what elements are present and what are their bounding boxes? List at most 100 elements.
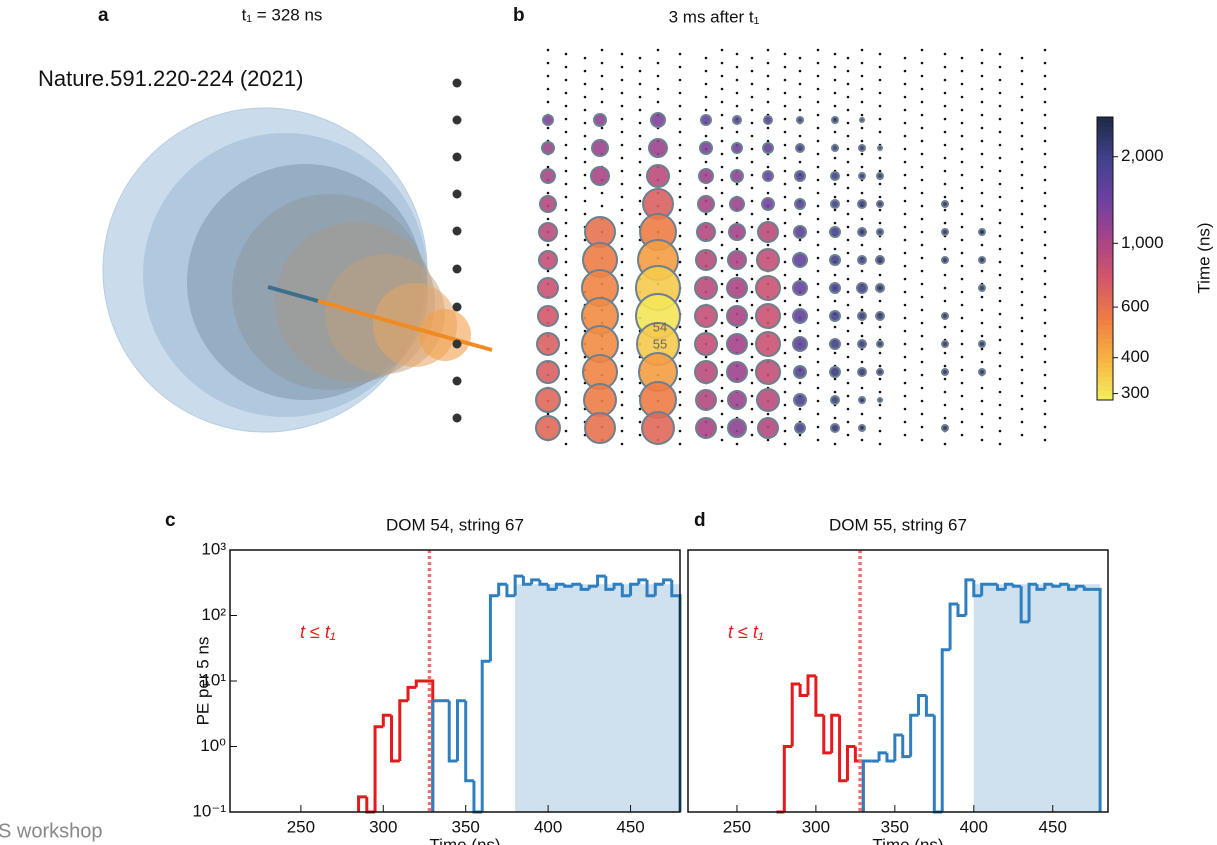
track [267,285,319,303]
colorbar-segment [1097,310,1113,316]
dom-dot [766,74,770,78]
dom-dot [903,368,907,372]
dom-dot [583,212,587,216]
dom-dot [546,74,550,78]
dom-dot [943,247,947,251]
dom-dot [704,160,708,164]
dom-dot [833,91,837,95]
dom-dot [620,143,624,147]
dom-dot [878,247,882,251]
dom-dot [903,329,907,333]
dom-dot [678,78,682,82]
dom-dot [735,182,739,186]
bubble [856,282,868,294]
histogram-step [406,685,417,701]
bubble [792,280,808,296]
dom-dot [720,100,724,104]
dom-dot [878,377,882,381]
dom-dot [960,316,964,320]
dom-dot [1043,282,1047,286]
dom-dot [656,100,660,104]
dom-dot [620,247,624,251]
dom-dot [798,212,802,216]
dom-dot [678,351,682,355]
dom-dot [903,186,907,190]
dom-dot [720,308,724,312]
bubble [757,417,779,439]
dom-dot [750,147,754,151]
dom-dot [783,338,787,342]
colorbar-segment [1097,305,1113,311]
dom-dot [750,381,754,385]
bubble [831,116,839,124]
colorbar-segment [1097,216,1113,222]
panel-title: 3 ms after t₁ [669,7,760,26]
dom-dot [564,169,568,173]
dom-dot [920,360,924,364]
bubble [830,423,840,433]
dom-dot [833,377,837,381]
x-tick-label: 300 [369,817,397,836]
histogram-step [1003,582,1014,590]
colorbar-tick-label: 2,000 [1121,146,1164,165]
bubble [591,139,609,157]
bubble [858,172,866,180]
dom-dot [816,347,820,351]
histogram-step [1011,584,1022,588]
dom-dot [766,61,770,65]
bubble [793,365,807,379]
dom-dot [980,87,984,91]
bubble [542,114,554,126]
bubble [857,339,867,349]
histogram-step [513,574,524,596]
colorbar-segment [1097,239,1113,245]
dom-dot [943,130,947,134]
dom-dot [704,355,708,359]
dom-dot [860,61,864,65]
dom-dot [564,117,568,121]
bubble [590,166,610,186]
dom-dot [878,104,882,108]
dom-dot [1020,173,1024,177]
dom-dot [720,412,724,416]
colorbar-segment [1097,272,1113,278]
dom-dot [860,152,864,156]
histogram-step [995,584,1006,591]
dom-dot [798,381,802,385]
dom-dot [783,52,787,56]
dom-dot [564,52,568,56]
dom-dot [678,221,682,225]
dom-dot [1043,373,1047,377]
dom-dot [878,182,882,186]
colorbar-tick-label: 300 [1121,383,1149,402]
dom-dot [846,69,850,73]
dom-dot [620,208,624,212]
dom-dot [846,134,850,138]
dom-dot [620,130,624,134]
dom-dot [998,91,1002,95]
dom-dot [980,165,984,169]
dom-dot [878,325,882,329]
dom-dot [798,303,802,307]
bubble [641,411,675,445]
dom-dot [678,247,682,251]
histogram-step [924,695,935,717]
dom-dot [816,100,820,104]
dom-dot [546,48,550,52]
dom-dot [833,351,837,355]
dom-dot [750,134,754,138]
dom-dot [816,269,820,273]
dom-dot [720,165,724,169]
dom-dot [678,130,682,134]
bubble [762,170,774,182]
bubble [831,144,839,152]
dom-dot [878,65,882,69]
dom-dot [564,143,568,147]
dom-dot [546,217,550,221]
dom-dot [564,299,568,303]
dom-dot [1020,186,1024,190]
dom-dot [998,364,1002,368]
dom-dot [1020,355,1024,359]
dom-dot [943,221,947,225]
dom-dot [860,243,864,247]
